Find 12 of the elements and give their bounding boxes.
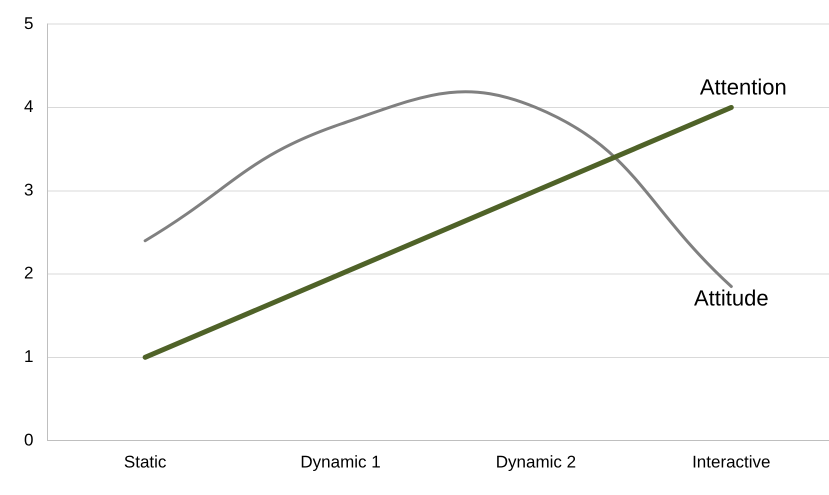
x-tick-label: Dynamic 1 [300,452,381,472]
series-label: Attention [700,74,787,100]
y-tick-label: 5 [24,14,34,33]
y-tick-label: 0 [24,430,34,450]
y-tick-label: 4 [24,97,34,116]
x-tick-label: Static [124,452,167,472]
x-tick-label: Interactive [692,452,771,472]
y-tick-label: 3 [24,180,34,200]
series-label: Attitude [694,286,769,311]
y-tick-label: 1 [24,347,34,366]
y-tick-label: 2 [24,264,34,283]
x-tick-label: Dynamic 2 [496,452,576,472]
